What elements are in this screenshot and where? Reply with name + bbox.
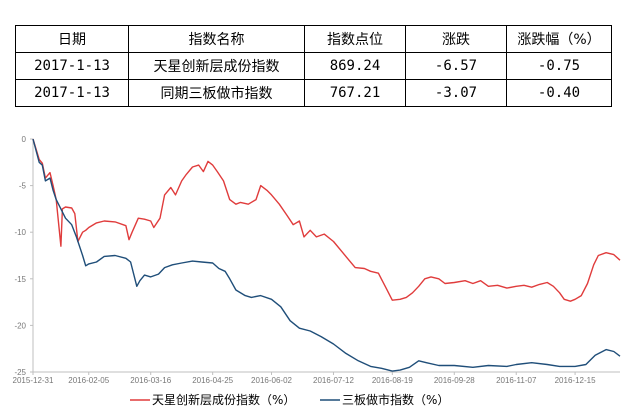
table-header-cell: 涨跌幅（%） <box>506 25 612 53</box>
table-cell-date: 2017-1-13 <box>15 52 129 80</box>
legend-label: 天星创新层成份指数（%） <box>152 392 295 407</box>
table-row: 2017-1-13 同期三板做市指数 767.21 -3.07 -0.40 <box>15 79 612 107</box>
y-tick-label: -25 <box>14 368 26 377</box>
x-tick-label: 2016-03-16 <box>130 376 171 385</box>
series-line-neeq-market-making <box>32 138 621 372</box>
table-header-cell: 指数点位 <box>304 25 406 53</box>
x-tick-label: 2016-07-12 <box>313 376 354 385</box>
index-table: 日期 指数名称 指数点位 涨跌 涨跌幅（%） 2017-1-13 天星创新层成份… <box>15 25 612 107</box>
table-header-row: 日期 指数名称 指数点位 涨跌 涨跌幅（%） <box>15 25 612 53</box>
y-tick-label: -10 <box>14 228 26 237</box>
table-cell-change-pct: -0.40 <box>506 79 612 107</box>
table-cell-date: 2017-1-13 <box>15 79 129 107</box>
table-cell-index-name: 天星创新层成份指数 <box>128 52 305 80</box>
y-tick-label: -20 <box>14 321 26 330</box>
table-cell-points: 767.21 <box>304 79 406 107</box>
x-tick-label: 2016-11-07 <box>496 376 537 385</box>
table-cell-change: -6.57 <box>405 52 507 80</box>
table-row: 2017-1-13 天星创新层成份指数 869.24 -6.57 -0.75 <box>15 52 612 80</box>
table-cell-change-pct: -0.75 <box>506 52 612 80</box>
table-header-cell: 指数名称 <box>128 25 305 53</box>
table-header-cell: 日期 <box>15 25 129 53</box>
x-tick-label: 2016-09-28 <box>434 376 475 385</box>
table-cell-change: -3.07 <box>405 79 507 107</box>
x-tick-label: 2016-04-25 <box>192 376 233 385</box>
x-tick-label: 2016-08-19 <box>372 376 413 385</box>
series-line-tianxing-innovation <box>32 138 621 302</box>
x-tick-label: 2016-12-15 <box>555 376 596 385</box>
x-tick-label: 2016-06-02 <box>251 376 292 385</box>
table-cell-index-name: 同期三板做市指数 <box>128 79 305 107</box>
y-tick-label: -15 <box>14 275 26 284</box>
x-tick-label: 2015-12-31 <box>13 376 54 385</box>
table-header-cell: 涨跌 <box>405 25 507 53</box>
x-tick-label: 2016-02-05 <box>68 376 109 385</box>
table-cell-points: 869.24 <box>304 52 406 80</box>
y-tick-label: 0 <box>22 135 27 144</box>
legend-label: 三板做市指数（%） <box>342 392 449 407</box>
y-tick-label: -5 <box>19 182 27 191</box>
